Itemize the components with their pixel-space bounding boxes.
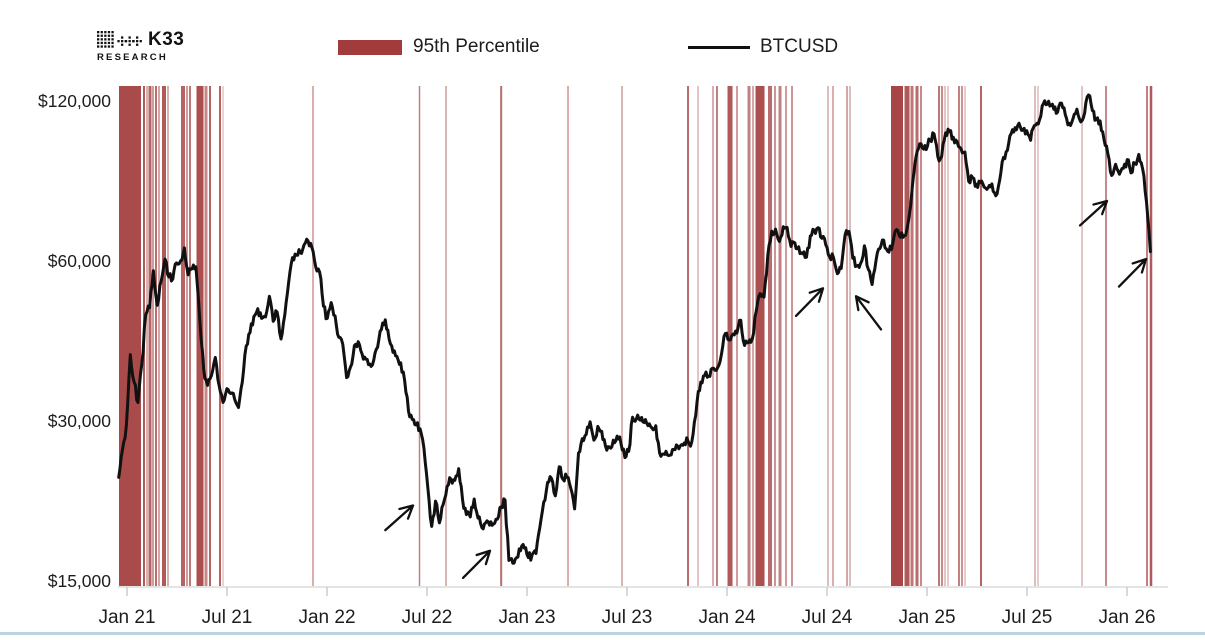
event-band-95th-percentile — [186, 86, 189, 586]
event-band-95th-percentile — [1081, 86, 1083, 586]
event-band-95th-percentile — [774, 86, 777, 586]
k33-logo: K33 RESEARCH — [97, 28, 184, 63]
event-band-95th-percentile — [755, 86, 765, 586]
event-band-95th-percentile — [791, 86, 794, 586]
event-band-95th-percentile — [204, 86, 208, 586]
annotation-arrow — [461, 549, 492, 580]
y-axis-label: $30,000 — [48, 411, 112, 431]
event-band-95th-percentile — [1034, 86, 1036, 586]
event-band-95th-percentile — [152, 86, 155, 586]
event-band-95th-percentile — [158, 86, 161, 586]
event-band-95th-percentile — [418, 86, 421, 586]
x-axis-label: Jan 21 — [98, 607, 155, 628]
event-band-95th-percentile — [312, 86, 314, 586]
event-band-95th-percentile — [697, 86, 699, 586]
event-band-95th-percentile — [189, 86, 192, 586]
y-axis-label: $15,000 — [48, 571, 112, 591]
event-band-95th-percentile — [222, 86, 224, 586]
y-axis-label: $120,000 — [38, 91, 111, 111]
x-axis-label: Jan 22 — [298, 607, 355, 628]
legend-item-btcusd: BTCUSD — [688, 36, 838, 58]
band-swatch — [338, 39, 402, 55]
event-band-95th-percentile — [920, 86, 923, 586]
event-band-95th-percentile — [944, 86, 946, 586]
event-band-95th-percentile — [961, 86, 964, 586]
event-band-95th-percentile — [1037, 86, 1039, 586]
event-band-95th-percentile — [155, 86, 158, 586]
event-band-95th-percentile — [904, 86, 910, 586]
x-axis-label: Jan 24 — [698, 607, 755, 628]
event-band-95th-percentile — [980, 86, 983, 586]
event-band-95th-percentile — [167, 86, 170, 586]
brand-sub: RESEARCH — [97, 52, 168, 63]
brand-name: K33 — [148, 28, 185, 50]
event-band-95th-percentile — [964, 86, 966, 586]
event-band-95th-percentile — [785, 86, 788, 586]
event-band-95th-percentile — [716, 86, 719, 586]
event-band-95th-percentile — [827, 86, 829, 586]
event-band-95th-percentile — [209, 86, 212, 586]
event-band-95th-percentile — [181, 86, 186, 586]
event-band-95th-percentile — [1146, 86, 1149, 586]
event-band-95th-percentile — [910, 86, 914, 586]
event-band-95th-percentile — [119, 86, 142, 586]
event-band-95th-percentile — [148, 86, 152, 586]
legend-item-95th-percentile: 95th Percentile — [338, 36, 540, 58]
event-band-95th-percentile — [768, 86, 773, 586]
event-band-95th-percentile — [1105, 86, 1108, 586]
annotation-arrow — [384, 504, 415, 532]
event-band-95th-percentile — [846, 86, 848, 586]
event-band-95th-percentile — [958, 86, 961, 586]
event-band-95th-percentile — [849, 86, 851, 586]
event-band-95th-percentile — [712, 86, 714, 586]
event-band-95th-percentile — [162, 86, 167, 586]
event-band-95th-percentile — [832, 86, 834, 586]
annotation-arrow — [1078, 199, 1109, 227]
event-band-95th-percentile — [727, 86, 733, 586]
annotation-arrow — [854, 295, 883, 331]
event-band-95th-percentile — [567, 86, 569, 586]
event-band-95th-percentile — [687, 86, 690, 586]
event-band-95th-percentile — [778, 86, 782, 586]
event-band-95th-percentile — [891, 86, 904, 586]
y-axis-label: $60,000 — [48, 251, 112, 271]
event-band-95th-percentile — [941, 86, 944, 586]
event-band-95th-percentile — [500, 86, 503, 586]
event-band-95th-percentile — [219, 86, 222, 586]
x-axis-label: Jul 21 — [202, 607, 253, 628]
x-axis-label: Jan 25 — [898, 607, 955, 628]
legend-label-95th-percentile: 95th Percentile — [413, 36, 540, 57]
btcusd-line — [117, 93, 1152, 565]
event-band-95th-percentile — [938, 86, 941, 586]
x-axis-label: Jul 22 — [402, 607, 453, 628]
event-band-95th-percentile — [736, 86, 739, 586]
x-axis-label: Jul 25 — [1002, 607, 1053, 628]
x-axis-label: Jul 24 — [802, 607, 853, 628]
event-band-95th-percentile — [1149, 86, 1153, 586]
event-band-95th-percentile — [146, 86, 149, 586]
x-axis-label: Jul 23 — [602, 607, 653, 628]
legend-label-btcusd: BTCUSD — [760, 36, 839, 57]
k33-logo-icon — [97, 31, 142, 48]
line-swatch — [688, 45, 750, 49]
annotation-arrow — [1117, 257, 1148, 288]
event-band-95th-percentile — [915, 86, 919, 586]
legend: 95th Percentile BTCUSD — [0, 36, 1205, 60]
x-axis-label: Jan 26 — [1098, 607, 1155, 628]
event-band-95th-percentile — [621, 86, 623, 586]
annotation-arrow — [794, 287, 825, 318]
event-band-95th-percentile — [947, 86, 949, 586]
bottom-border — [0, 632, 1205, 635]
event-band-95th-percentile — [445, 86, 447, 586]
x-axis-label: Jan 23 — [498, 607, 555, 628]
event-band-95th-percentile — [747, 86, 751, 586]
